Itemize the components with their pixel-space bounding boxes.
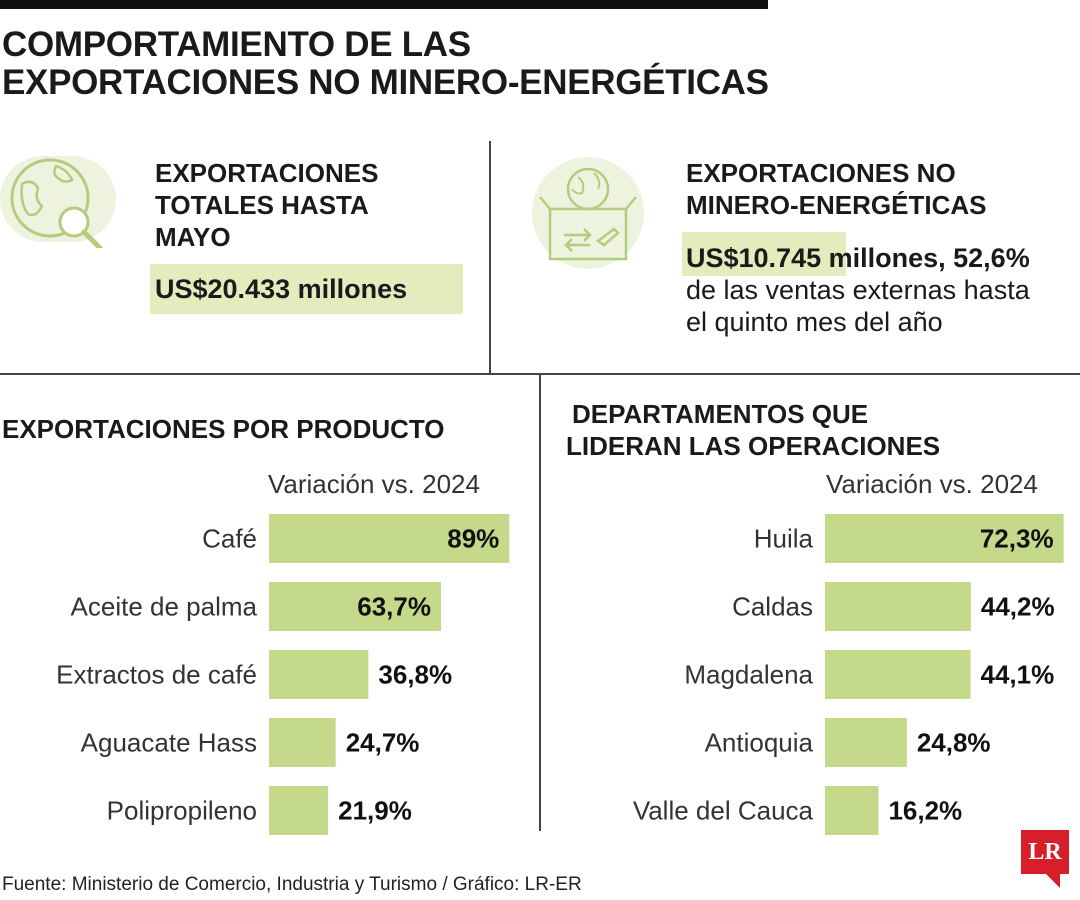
bar (269, 718, 336, 767)
bar (825, 786, 879, 835)
page-title: COMPORTAMIENTO DE LAS EXPORTACIONES NO M… (2, 26, 902, 102)
bar (825, 582, 971, 631)
departments-chart-title: DEPARTAMENTOS QUE LIDERAN LAS OPERACIONE… (566, 398, 940, 462)
top-bar (0, 0, 768, 9)
bar (825, 514, 1064, 563)
value-label: 24,8% (917, 728, 991, 758)
departments-chart-subtitle: Variación vs. 2024 (826, 469, 1038, 499)
bar (269, 786, 329, 835)
panel-divider-bottom (539, 373, 541, 831)
value-label: 24,7% (346, 728, 420, 758)
value-label: 44,2% (981, 592, 1055, 622)
page-title-line-1: COMPORTAMIENTO DE LAS (2, 25, 471, 64)
category-label: Caldas (732, 592, 813, 622)
total-exports-title-line-3: MAYO (155, 222, 231, 252)
products-chart-title-line-1: EXPORTACIONES POR PRODUCTO (2, 414, 445, 444)
departments-chart-title-line-2: LIDERAN LAS OPERACIONES (566, 431, 941, 461)
non-mining-exports-value: US$10.745 millones, 52,6% de las ventas … (686, 242, 1076, 338)
value-label: 44,1% (981, 660, 1055, 690)
category-label: Café (202, 524, 257, 554)
page-title-line-2: EXPORTACIONES NO MINERO-ENERGÉTICAS (2, 63, 769, 102)
products-chart-subtitle: Variación vs. 2024 (268, 469, 480, 499)
total-exports-value: US$20.433 millones (155, 274, 408, 304)
globe-magnifier-icon (0, 156, 116, 248)
non-mining-exports-amount: US$10.745 millones, 52,6% (686, 243, 1030, 273)
value-label: 16,2% (888, 796, 962, 826)
bar (269, 650, 369, 699)
departments-bar-chart: Huila 72,3% Caldas 44,2% Magdalena 44,1% Antio… (633, 514, 1064, 835)
value-label: 89% (447, 524, 499, 554)
non-mining-exports-note-line-2: el quinto mes del año (686, 307, 943, 337)
products-chart-title: EXPORTACIONES POR PRODUCTO (2, 413, 445, 445)
total-exports-highlight (150, 264, 463, 314)
non-mining-exports-note-line-1: de las ventas externas hasta (686, 275, 1030, 305)
source-footer: Fuente: Ministerio de Comercio, Industri… (2, 874, 582, 895)
total-exports-title: EXPORTACIONES TOTALES HASTA MAYO (155, 157, 378, 253)
non-mining-exports-title: EXPORTACIONES NO MINERO-ENERGÉTICAS (686, 157, 986, 221)
bar (269, 514, 510, 563)
value-label: 72,3% (980, 524, 1054, 554)
category-label: Aceite de palma (71, 592, 258, 622)
panel-divider-top (489, 141, 491, 373)
category-label: Valle del Cauca (633, 796, 814, 826)
departments-chart-title-line-1: DEPARTAMENTOS QUE (572, 399, 869, 429)
category-label: Magdalena (684, 660, 813, 690)
category-label: Polipropileno (107, 796, 257, 826)
value-label: 21,9% (338, 796, 412, 826)
non-mining-exports-highlight (682, 232, 846, 276)
value-label: 63,7% (357, 592, 431, 622)
lr-logo: LR (1021, 830, 1069, 874)
category-label: Antioquia (705, 728, 814, 758)
total-exports-title-line-2: TOTALES HASTA (155, 190, 369, 220)
export-box-icon (532, 157, 644, 269)
bar (269, 582, 441, 631)
category-label: Aguacate Hass (81, 728, 257, 758)
category-label: Huila (754, 524, 814, 554)
bar (825, 650, 971, 699)
value-label: 36,8% (378, 660, 452, 690)
lr-logo-tail (1046, 874, 1060, 888)
bar (825, 718, 907, 767)
products-bar-chart: Café 89% Aceite de palma 63,7% Extractos de … (56, 514, 510, 835)
non-mining-exports-title-line-2: MINERO-ENERGÉTICAS (686, 190, 987, 220)
total-exports-title-line-1: EXPORTACIONES (155, 158, 379, 188)
non-mining-exports-title-line-1: EXPORTACIONES NO (686, 158, 956, 188)
category-label: Extractos de café (56, 660, 257, 690)
